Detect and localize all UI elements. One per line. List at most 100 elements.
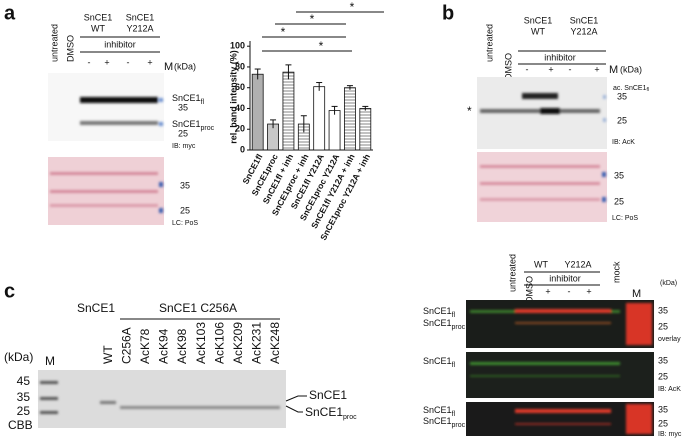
band-name: SnCE1 <box>305 405 343 419</box>
band-label: SnCE1fl <box>423 306 455 318</box>
marker-size: 45 <box>17 374 31 388</box>
blot-label: LC: PoS <box>172 220 198 227</box>
lane-label: untreated <box>507 254 517 292</box>
treatment-label: inhibitor <box>544 52 576 62</box>
lane-label: untreated <box>484 24 494 62</box>
y-tick-label: 60 <box>235 82 245 92</box>
sign: + <box>594 64 599 74</box>
lane-label: C256A <box>119 327 133 364</box>
marker-size: 35 <box>658 404 668 414</box>
y-tick-label: 0 <box>240 144 245 154</box>
lane-label: AcK103 <box>194 322 208 364</box>
marker-size: 35 <box>658 305 668 315</box>
band-sub: fl <box>646 87 649 93</box>
blot <box>477 152 607 222</box>
group-label: SnCE1 <box>126 12 155 22</box>
sign: - <box>568 286 571 296</box>
band-sub: proc <box>201 125 215 132</box>
band-sub: proc <box>452 324 466 331</box>
band-name: SnCE1 <box>423 356 452 366</box>
band-label: SnCE1fl <box>172 93 204 105</box>
group-label: SnCE1 <box>570 15 599 25</box>
marker-size: 35 <box>180 180 190 190</box>
panel-letter: c <box>4 280 15 302</box>
lane-label: AcK209 <box>231 322 245 364</box>
lane-label: AcK248 <box>268 322 282 364</box>
group-label: WT <box>531 26 545 36</box>
bands <box>480 93 606 122</box>
bands <box>40 381 280 414</box>
marker-size: 25 <box>17 404 31 418</box>
bar <box>344 87 356 151</box>
marker-size: 35 <box>17 390 31 404</box>
blot-label: IB: myc <box>658 431 682 438</box>
band-label: SnCE1 <box>309 388 347 402</box>
group-label: SnCE1 C256A <box>159 301 237 315</box>
group-label: WT <box>534 259 548 269</box>
band-label: SnCE1proc <box>423 318 466 330</box>
band-name: SnCE1 <box>423 318 452 328</box>
y-tick-label: 40 <box>235 103 245 113</box>
band-label: ac. SnCE1fl <box>613 85 649 93</box>
band-name: SnCE1 <box>423 306 452 316</box>
stain-label: CBB <box>8 418 33 432</box>
lane-label: DMSO <box>503 53 513 80</box>
lane-label: untreated <box>49 24 59 62</box>
blot <box>466 402 654 436</box>
lane-label: WT <box>101 345 115 364</box>
marker-size: 25 <box>658 371 668 381</box>
y-tick-label: 20 <box>235 124 245 134</box>
lane-label: AcK94 <box>157 328 171 364</box>
band-label: SnCE1proc <box>172 119 215 131</box>
group-label: SnCE1 <box>524 15 553 25</box>
band-sub: proc <box>343 414 357 421</box>
unit-label: (kDa) <box>620 64 642 74</box>
panel-c: c SnCE1 SnCE1 C256A (kDa) 45 35 25 CBB S… <box>4 280 357 432</box>
group-label: Y212A <box>126 23 153 33</box>
y-tick-label: 100 <box>230 41 245 51</box>
band-sub: fl <box>452 411 456 418</box>
marker-size: 25 <box>658 418 668 428</box>
lane-label: AcK106 <box>212 322 226 364</box>
group-label: Y212A <box>570 26 597 36</box>
treatment-label: inhibitor <box>104 39 136 49</box>
group-label: Y212A <box>564 259 591 269</box>
pointer <box>285 395 307 402</box>
blot-label: IB: AcK <box>612 139 635 146</box>
band-sub: proc <box>452 422 466 429</box>
band-name: SnCE1 <box>423 416 452 426</box>
panel-letter: a <box>4 2 16 24</box>
marker-size: 35 <box>617 91 627 101</box>
blot-label: IB: myc <box>172 143 196 150</box>
bands <box>480 165 606 202</box>
lane-label: M <box>45 354 55 368</box>
group-label: SnCE1 <box>77 301 115 315</box>
marker-size: 25 <box>178 128 188 138</box>
band-label: SnCE1fl <box>423 405 455 417</box>
significance: * <box>310 12 315 26</box>
significance: * <box>319 39 324 53</box>
unit-label: (kDa) <box>660 280 677 287</box>
group-label: SnCE1 <box>84 12 113 22</box>
blot-label: IB: AcK <box>658 386 681 393</box>
sign: + <box>586 286 591 296</box>
band-sub: fl <box>452 362 456 369</box>
bar <box>313 86 326 151</box>
band-name: SnCE1 <box>309 388 347 402</box>
lane-label: mock <box>611 261 621 283</box>
lane-label: AcK98 <box>175 328 189 364</box>
bar <box>359 108 372 151</box>
blot-label: overlay <box>658 336 681 343</box>
bar-chart: rel. band intensity (%) 020406080100SnCE… <box>228 41 373 242</box>
blot-label: LC: PoS <box>612 215 638 222</box>
gel <box>38 370 286 428</box>
treatment-label: inhibitor <box>549 273 581 283</box>
marker-size: 25 <box>180 205 190 215</box>
sign: - <box>127 57 130 67</box>
bands <box>470 303 652 434</box>
marker-size: 25 <box>658 321 668 331</box>
asterisk: * <box>467 104 472 118</box>
sign: + <box>147 57 152 67</box>
marker-size: 35 <box>658 355 668 365</box>
band-name: SnCE1 <box>423 405 452 415</box>
